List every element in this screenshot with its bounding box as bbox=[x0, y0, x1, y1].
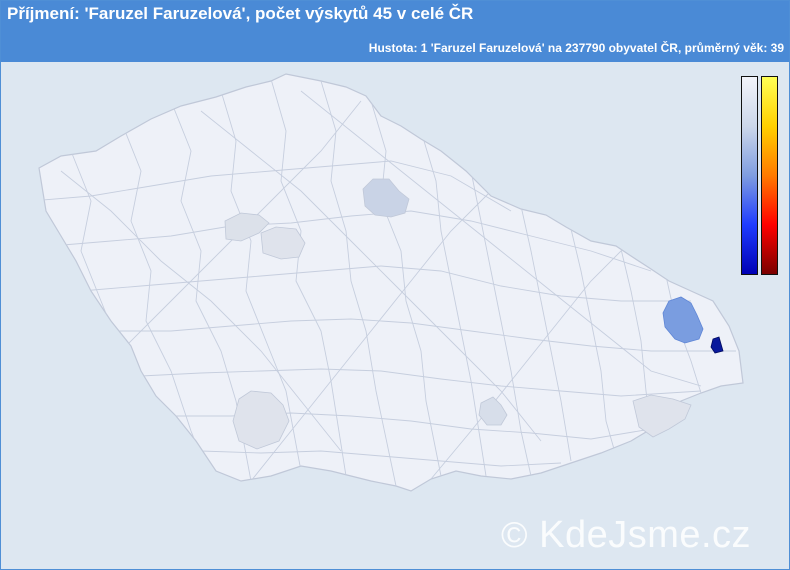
west-bohemia-district bbox=[224, 212, 270, 242]
northeast-bohemia-district bbox=[362, 178, 410, 218]
highlighted-districts bbox=[224, 178, 724, 450]
czech-map bbox=[38, 73, 744, 492]
copyright-icon: © bbox=[501, 514, 529, 555]
header-bar: Příjmení: 'Faruzel Faruzelová', počet vý… bbox=[1, 1, 789, 62]
heat-legend-scale bbox=[761, 76, 778, 275]
karvina-district bbox=[710, 336, 724, 354]
zlin-district bbox=[632, 394, 692, 438]
ostrava-district bbox=[662, 296, 704, 344]
density-legend-scale bbox=[741, 76, 758, 275]
south-moravia-district bbox=[478, 396, 508, 426]
density-subtitle: Hustota: 1 'Faruzel Faruzelová' na 23779… bbox=[368, 41, 784, 55]
country-silhouette bbox=[38, 73, 744, 492]
watermark-text: KdeJsme.cz bbox=[539, 514, 752, 556]
watermark: © KdeJsme.cz bbox=[501, 514, 751, 557]
south-bohemia-district bbox=[232, 390, 290, 450]
page-title: Příjmení: 'Faruzel Faruzelová', počet vý… bbox=[7, 4, 474, 23]
central-west-district bbox=[260, 226, 306, 260]
